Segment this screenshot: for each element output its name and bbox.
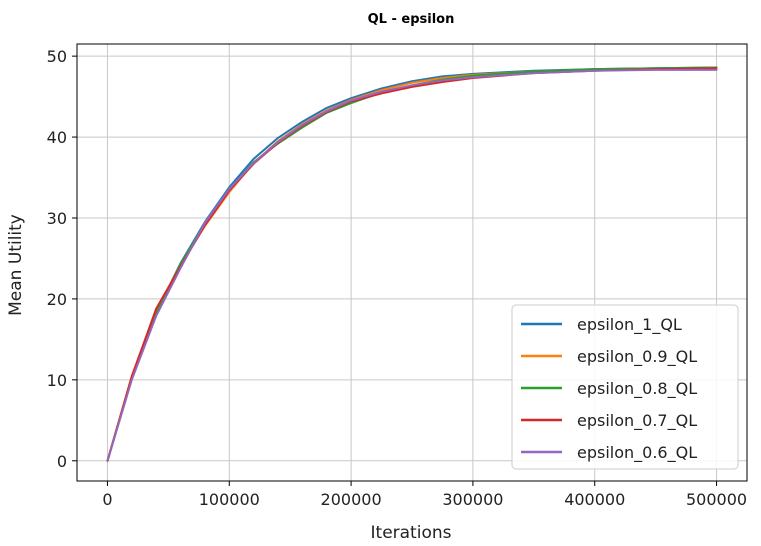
- y-tick-label: 20: [47, 290, 67, 309]
- plot-frame: [76, 43, 748, 482]
- y-tick-label: 0: [57, 452, 67, 471]
- legend-label: epsilon_0.8_QL: [577, 379, 697, 399]
- x-tick-label: 200000: [321, 490, 382, 509]
- series-lines: [106, 66, 718, 462]
- x-tick-label: 500000: [686, 490, 747, 509]
- y-tick-label: 10: [47, 371, 67, 390]
- x-tick-label: 300000: [442, 490, 503, 509]
- x-tick-label: 0: [102, 490, 112, 509]
- legend-label: epsilon_1_QL: [577, 315, 682, 335]
- y-axis-label: Mean Utility: [6, 214, 26, 316]
- grid: [77, 44, 747, 481]
- legend-label: epsilon_0.9_QL: [577, 347, 697, 367]
- x-tick-label: 100000: [199, 490, 260, 509]
- legend-box: [511, 304, 739, 470]
- x-tick-label: 400000: [564, 490, 625, 509]
- y-tick-label: 40: [47, 128, 67, 147]
- legend: epsilon_1_QL epsilon_0.9_QL epsilon_0.8_QL…: [511, 304, 739, 470]
- x-axis-label: Iterations: [371, 523, 452, 543]
- y-axis-ticks: 0 10 20 30 40 50: [47, 47, 77, 471]
- y-tick-label: 50: [47, 47, 67, 66]
- x-axis-ticks: 0 100000 200000 300000 400000 500000: [102, 481, 747, 509]
- y-tick-label: 30: [47, 209, 67, 228]
- chart-title: QL - epsilon: [368, 12, 455, 27]
- legend-label: epsilon_0.6_QL: [577, 443, 697, 463]
- series-line-epsilon-0-6-ql: [106, 68, 718, 462]
- legend-label: epsilon_0.7_QL: [577, 411, 697, 431]
